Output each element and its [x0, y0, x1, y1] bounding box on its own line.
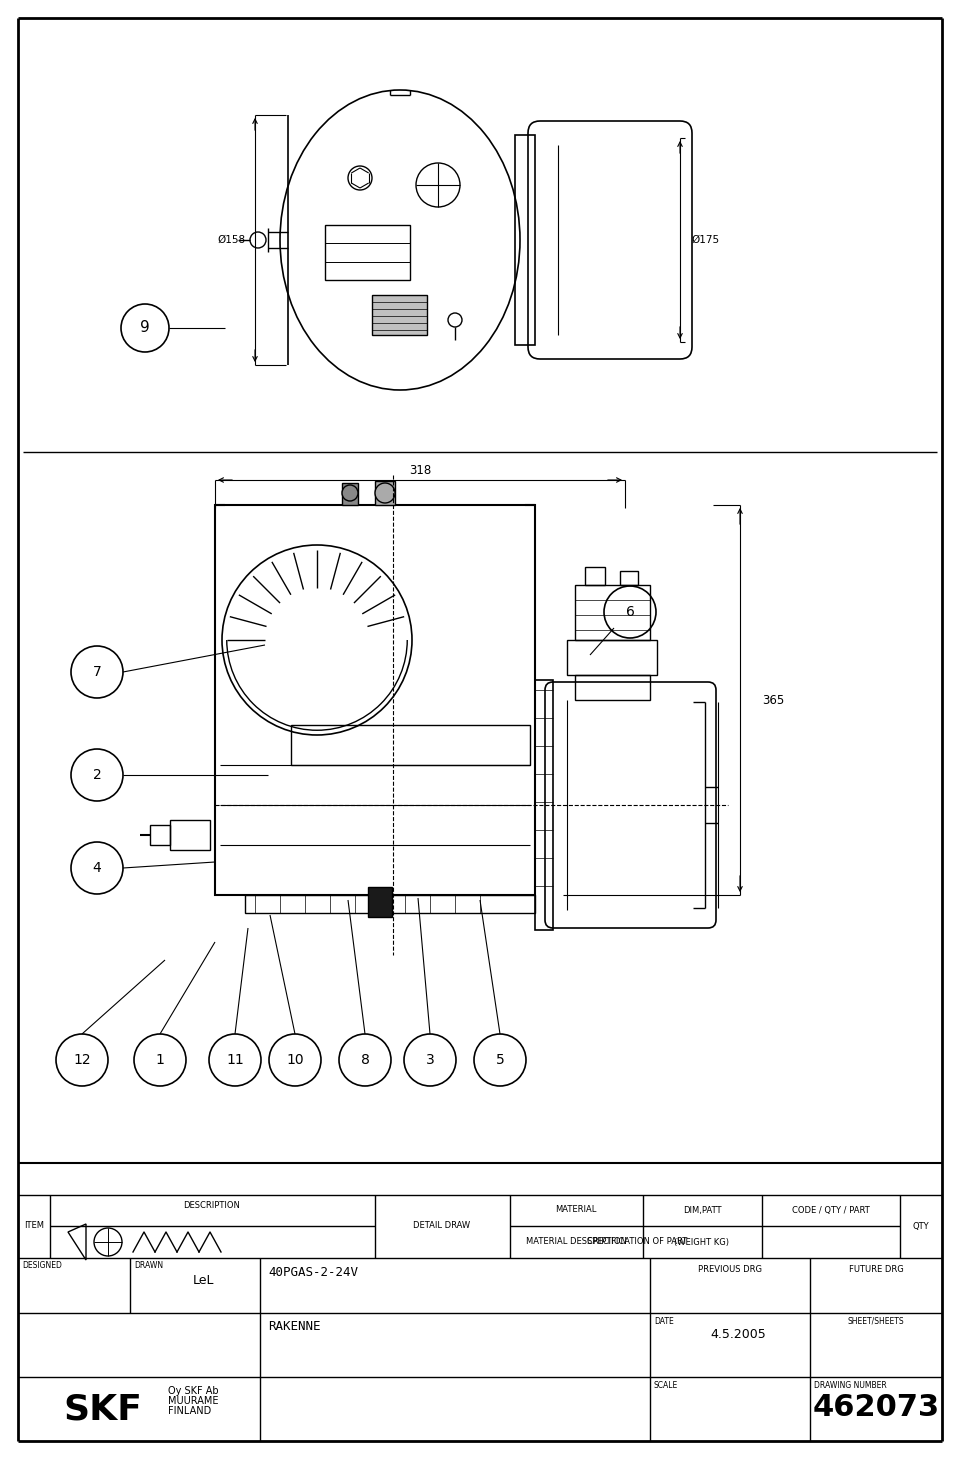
Bar: [575, 585, 650, 641]
Circle shape: [342, 484, 358, 500]
Circle shape: [375, 483, 395, 503]
Bar: [170, 820, 210, 851]
Text: 1: 1: [156, 1053, 164, 1067]
Bar: [150, 824, 170, 845]
Text: 7: 7: [92, 665, 102, 678]
Bar: [620, 570, 638, 585]
Text: 318: 318: [409, 464, 431, 477]
Text: 9: 9: [140, 321, 150, 336]
Text: 8: 8: [361, 1053, 370, 1067]
Bar: [567, 641, 657, 676]
Text: Ø158: Ø158: [217, 235, 245, 245]
Text: 11: 11: [227, 1053, 244, 1067]
Bar: [372, 295, 427, 336]
Text: QTY: QTY: [913, 1221, 929, 1230]
Text: 4: 4: [92, 861, 102, 875]
Text: MATERIAL DESCRIPTION: MATERIAL DESCRIPTION: [525, 1237, 627, 1246]
Text: CODE / QTY / PART: CODE / QTY / PART: [792, 1205, 870, 1214]
Text: RAKENNE: RAKENNE: [268, 1320, 321, 1334]
Text: PREVIOUS DRG: PREVIOUS DRG: [698, 1265, 762, 1275]
Bar: [375, 481, 395, 505]
Text: DRAWING NUMBER: DRAWING NUMBER: [814, 1380, 887, 1389]
Text: MUURAME: MUURAME: [168, 1396, 219, 1406]
Text: DESIGNED: DESIGNED: [22, 1262, 61, 1271]
Text: 10: 10: [286, 1053, 303, 1067]
Text: SPECIFICATION OF PART: SPECIFICATION OF PART: [587, 1237, 687, 1246]
Text: ITEM: ITEM: [24, 1221, 44, 1230]
Bar: [325, 225, 410, 280]
Bar: [585, 568, 605, 585]
Text: DIM,PATT: DIM,PATT: [683, 1205, 721, 1214]
Text: SHEET/SHEETS: SHEET/SHEETS: [848, 1316, 904, 1325]
Bar: [535, 680, 553, 929]
Text: MATERIAL: MATERIAL: [555, 1205, 597, 1214]
Text: Ø175: Ø175: [692, 235, 720, 245]
Bar: [515, 136, 535, 344]
Text: (WEIGHT KG): (WEIGHT KG): [675, 1237, 730, 1246]
Text: 12: 12: [73, 1053, 91, 1067]
Bar: [291, 725, 530, 765]
Bar: [575, 676, 650, 700]
Text: FINLAND: FINLAND: [168, 1406, 211, 1417]
Text: 2: 2: [92, 767, 102, 782]
Text: 40PGAS-2-24V: 40PGAS-2-24V: [268, 1265, 358, 1278]
Text: DATE: DATE: [654, 1316, 674, 1325]
Bar: [215, 505, 535, 894]
Text: 3: 3: [425, 1053, 434, 1067]
Text: 5: 5: [495, 1053, 504, 1067]
Text: 6: 6: [626, 605, 635, 619]
Text: DETAIL DRAW: DETAIL DRAW: [414, 1221, 470, 1230]
Text: DRAWN: DRAWN: [134, 1262, 163, 1271]
Text: LeL: LeL: [192, 1274, 214, 1287]
Text: SCALE: SCALE: [654, 1380, 679, 1389]
Text: 462073: 462073: [812, 1392, 940, 1421]
Text: 365: 365: [762, 693, 784, 706]
Text: 4.5.2005: 4.5.2005: [710, 1329, 766, 1341]
Bar: [245, 894, 535, 913]
Text: Oy SKF Ab: Oy SKF Ab: [168, 1386, 219, 1396]
Bar: [342, 483, 358, 505]
Text: SKF: SKF: [63, 1392, 142, 1425]
Bar: [368, 887, 392, 918]
Text: FUTURE DRG: FUTURE DRG: [849, 1265, 903, 1275]
Text: DESCRIPTION: DESCRIPTION: [183, 1201, 240, 1210]
